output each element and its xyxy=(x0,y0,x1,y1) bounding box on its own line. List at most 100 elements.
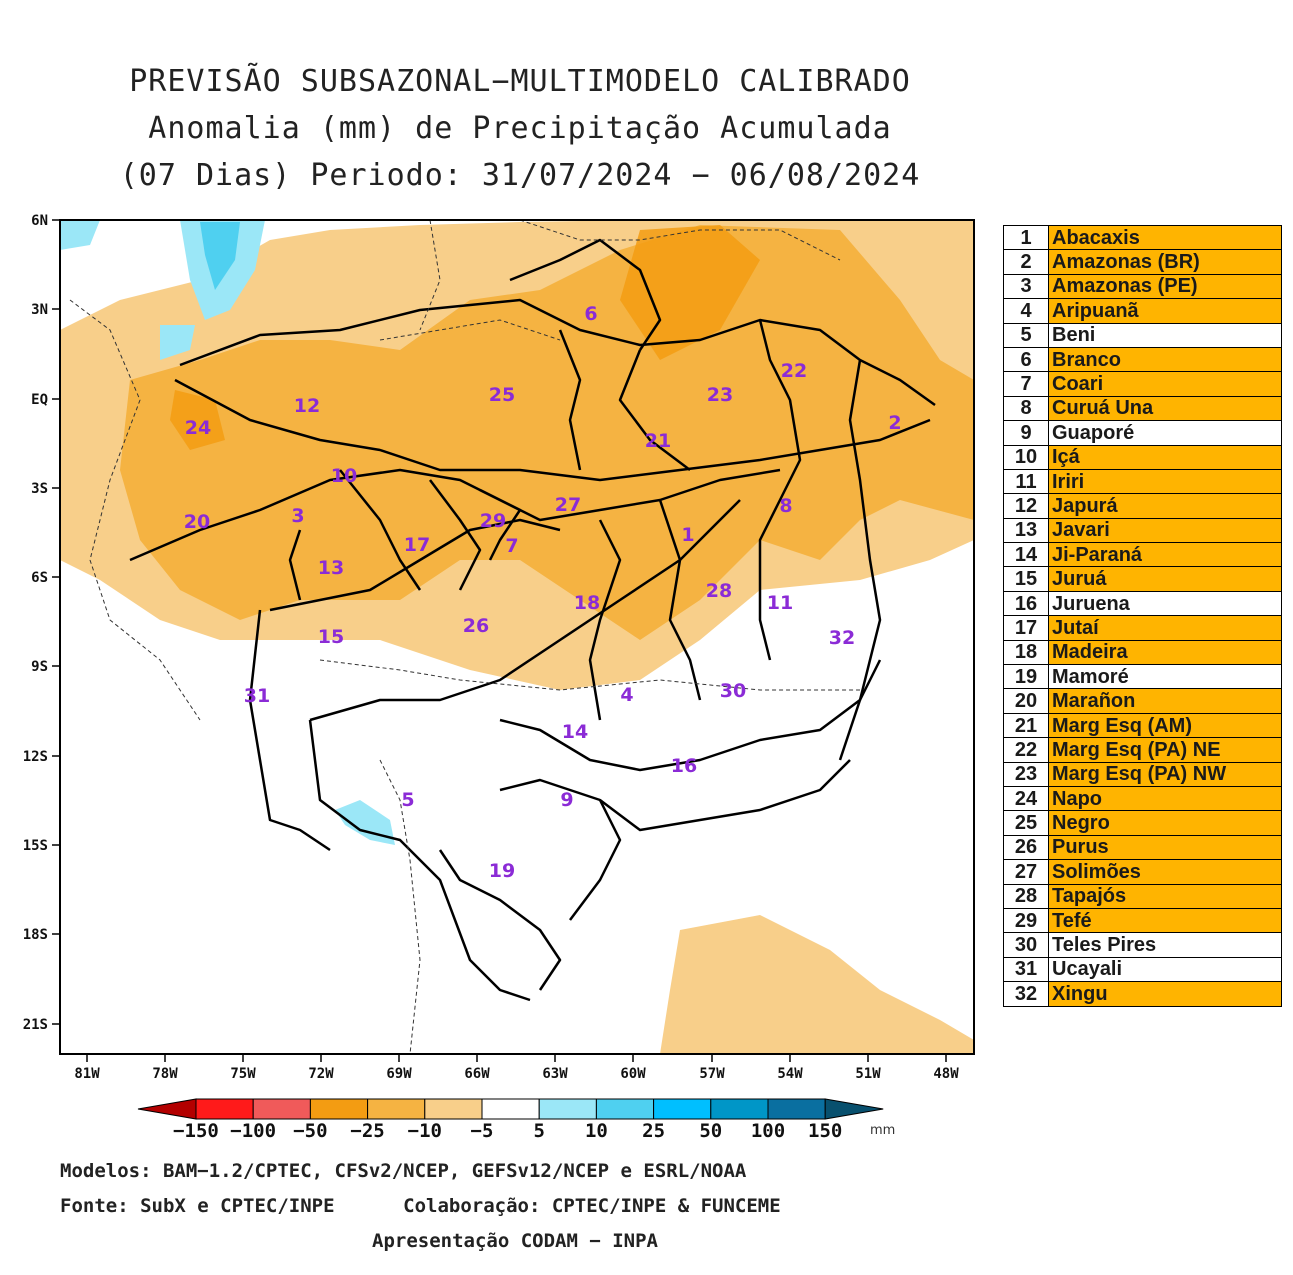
legend-row: 25 Negro xyxy=(1003,810,1282,836)
colorbar-cell xyxy=(653,1098,712,1120)
basin-label: 22 xyxy=(781,360,807,382)
legend-number: 6 xyxy=(1003,346,1049,373)
lat-label: 6N xyxy=(31,213,48,229)
basin-label: 9 xyxy=(560,789,573,811)
basin-label: 6 xyxy=(584,303,597,325)
basin-label: 27 xyxy=(555,494,581,516)
legend-row: 20 Marañon xyxy=(1003,688,1282,714)
colorbar-cell xyxy=(710,1098,769,1120)
legend-number: 9 xyxy=(1003,420,1049,446)
legend-basin-name: Negro xyxy=(1048,810,1282,836)
legend-row: 26 Purus xyxy=(1003,834,1282,861)
legend-row: 9 Guaporé xyxy=(1003,420,1282,446)
basin-label: 2 xyxy=(888,412,901,434)
legend-row: 27 Solimões xyxy=(1003,859,1282,885)
colorbar-tick-label: −10 xyxy=(407,1120,442,1142)
legend-number: 1 xyxy=(1003,224,1049,251)
basin-label: 23 xyxy=(707,384,733,406)
colorbar-tick-label: −100 xyxy=(230,1120,277,1142)
colorbar xyxy=(137,1098,884,1120)
legend-row: 28 Tapajós xyxy=(1003,883,1282,909)
footer-models: Modelos: BAM−1.2/CPTEC, CFSv2/NCEP, GEFS… xyxy=(60,1160,747,1182)
basin-label: 7 xyxy=(505,535,518,557)
title-line-1: PREVISÃO SUBSAZONAL−MULTIMODELO CALIBRAD… xyxy=(129,64,911,99)
legend-row: 10 Içá xyxy=(1003,444,1282,470)
legend-row: 23 Marg Esq (PA) NW xyxy=(1003,761,1282,787)
legend-number: 25 xyxy=(1003,810,1049,836)
colorbar-cell xyxy=(367,1098,426,1120)
basin-label: 28 xyxy=(706,580,732,602)
legend-number: 4 xyxy=(1003,298,1049,324)
legend-row: 13 Javari xyxy=(1003,517,1282,544)
basin-label: 21 xyxy=(645,430,671,452)
legend-number: 5 xyxy=(1003,322,1049,348)
legend-basin-name: Marg Esq (PA) NE xyxy=(1048,737,1282,763)
lon-label: 63W xyxy=(542,1066,568,1082)
legend-row: 5 Beni xyxy=(1003,322,1282,348)
legend-row: 12 Japurá xyxy=(1003,493,1282,519)
legend-number: 29 xyxy=(1003,907,1049,934)
basin-label: 15 xyxy=(318,626,344,648)
legend-number: 2 xyxy=(1003,249,1049,275)
lon-label: 48W xyxy=(933,1066,959,1082)
legend-number: 26 xyxy=(1003,834,1049,861)
legend-number: 32 xyxy=(1003,981,1049,1007)
colorbar-unit: mm xyxy=(870,1123,896,1138)
lon-label: 75W xyxy=(230,1066,256,1082)
legend-basin-name: Iriri xyxy=(1048,468,1282,495)
legend-basin-name: Curuá Una xyxy=(1048,395,1282,422)
legend-row: 14 Ji-Paraná xyxy=(1003,542,1282,568)
anomaly-fill-layer xyxy=(60,220,974,1054)
lat-label: 6S xyxy=(31,570,48,586)
legend-number: 30 xyxy=(1003,932,1049,958)
latitude-axis: 6N 3N EQ 3S 6S 9S 12S 15S 18S 21S xyxy=(23,213,60,1033)
colorbar-cell xyxy=(424,1098,483,1120)
legend-number: 10 xyxy=(1003,444,1049,470)
legend-row: 32 Xingu xyxy=(1003,981,1282,1007)
basin-label: 13 xyxy=(318,557,344,579)
colorbar-tick-label: −150 xyxy=(173,1120,219,1142)
lon-label: 60W xyxy=(620,1066,646,1082)
legend-row: 22 Marg Esq (PA) NE xyxy=(1003,737,1282,763)
lon-label: 78W xyxy=(152,1066,178,1082)
title-line-3: (07 Dias) Periodo: 31/07/2024 − 06/08/20… xyxy=(119,158,921,193)
legend-basin-name: Ji-Paraná xyxy=(1048,542,1282,568)
colorbar-tick-label: 100 xyxy=(750,1120,786,1142)
basin-boundaries xyxy=(129,238,936,1002)
legend-number: 22 xyxy=(1003,737,1049,763)
legend-basin-name: Coari xyxy=(1048,371,1282,397)
lon-label: 72W xyxy=(308,1066,334,1082)
lat-label: 15S xyxy=(23,838,48,854)
legend-row: 16 Juruena xyxy=(1003,590,1282,617)
lat-label: 3N xyxy=(31,302,48,318)
colorbar-cell xyxy=(195,1098,254,1120)
legend-basin-name: Tapajós xyxy=(1048,883,1282,909)
legend-basin-name: Amazonas (PE) xyxy=(1048,273,1282,300)
colorbar-tick-label: 25 xyxy=(642,1120,666,1142)
legend-row: 3 Amazonas (PE) xyxy=(1003,273,1282,300)
colorbar-cell xyxy=(309,1098,369,1120)
legend-number: 13 xyxy=(1003,517,1049,544)
legend-number: 28 xyxy=(1003,883,1049,909)
legend-basin-name: Marañon xyxy=(1048,688,1282,714)
legend-basin-name: Marg Esq (AM) xyxy=(1048,712,1282,739)
legend-row: 11 Iriri xyxy=(1003,468,1282,495)
longitude-axis: 81W 78W 75W 72W 69W 66W 63W 60W 57W 54W … xyxy=(74,1054,959,1082)
legend-number: 3 xyxy=(1003,273,1049,300)
colorbar-tick-label: −25 xyxy=(350,1120,385,1142)
legend-basin-name: Tefé xyxy=(1048,907,1282,934)
basin-label: 1 xyxy=(681,524,694,546)
legend-number: 7 xyxy=(1003,371,1049,397)
legend-basin-name: Javari xyxy=(1048,517,1282,544)
lon-label: 51W xyxy=(855,1066,881,1082)
legend-basin-name: Jutaí xyxy=(1048,615,1282,641)
legend-row: 29 Tefé xyxy=(1003,907,1282,934)
colorbar-tick-label: 150 xyxy=(808,1120,843,1142)
map-frame xyxy=(59,219,975,1055)
lat-label: 18S xyxy=(23,927,48,943)
basin-label: 26 xyxy=(463,615,489,637)
legend-basin-name: Amazonas (BR) xyxy=(1048,249,1282,275)
basin-label: 14 xyxy=(562,721,588,743)
basin-label: 25 xyxy=(489,384,515,406)
colorbar-tick-label: 10 xyxy=(584,1120,608,1142)
